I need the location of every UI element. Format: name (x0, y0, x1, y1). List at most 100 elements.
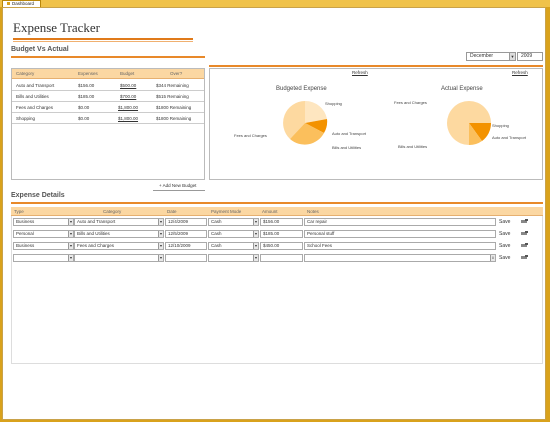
type-select[interactable]: Personal ▼ (13, 230, 74, 238)
type-select[interactable]: ▼ (13, 254, 74, 262)
save-button[interactable]: Save (499, 231, 511, 237)
row-category: Auto and Transport (16, 83, 55, 88)
chevron-down-icon[interactable]: ▼ (158, 255, 163, 261)
category-select[interactable]: ▼ (74, 254, 164, 262)
save-button[interactable]: Save (499, 243, 511, 249)
date-field[interactable]: 12/10/2009 (165, 242, 207, 250)
label-shopping: Shopping (325, 101, 342, 106)
type-value: Business (16, 219, 35, 224)
chevron-down-icon[interactable]: ▼ (509, 53, 515, 60)
chevron-down-icon[interactable]: ▼ (158, 219, 163, 225)
expense-section-rule (11, 202, 543, 204)
col-over: Over? (170, 71, 183, 76)
chevron-down-icon[interactable]: ▼ (68, 231, 73, 237)
row-over: $344 Remaining (156, 83, 189, 88)
row-category: Bills and Utilities (16, 94, 49, 99)
col-amount: Amount (262, 209, 278, 214)
row-expenses: $0.00 (78, 105, 90, 110)
chart-panel: Refresh Refresh Budgeted Expense Actual … (209, 68, 543, 180)
scroll-arrows-icon[interactable]: ⇕ (490, 255, 495, 261)
payment-mode-select[interactable]: Cash ▼ (208, 218, 259, 226)
budgeted-pie-chart (283, 100, 328, 145)
tab-bar: Dashboard (0, 0, 550, 7)
budget-section-title: Budget Vs Actual (11, 46, 69, 53)
pie-slice-bills (469, 123, 482, 146)
mode-value: Cash (211, 243, 222, 248)
budget-table-header: Category Expenses Budget Over? (12, 69, 204, 79)
row-budget-link[interactable]: $1,800.00 (118, 116, 139, 121)
col-type: Type (14, 209, 24, 214)
add-budget-divider (153, 190, 205, 191)
title-underline (13, 38, 193, 40)
notes-field[interactable]: ⇕ (304, 254, 496, 262)
pie-slice-fees (283, 101, 305, 139)
actual-pie-chart (447, 101, 492, 146)
category-value: Auto and Transport (77, 219, 116, 224)
type-select[interactable]: Business ▼ (13, 218, 74, 226)
table-row: Shopping $0.00 $1,800.00 $1800 Remaining (12, 114, 204, 124)
row-expenses: $156.00 (78, 83, 95, 88)
tab-label: Dashboard (12, 1, 35, 6)
payment-mode-select[interactable]: Cash ▼ (208, 230, 259, 238)
row-expenses: $185.00 (78, 94, 95, 99)
type-select[interactable]: Business ▼ (13, 242, 74, 250)
title-underline-thin (13, 41, 193, 42)
payment-mode-select[interactable]: Cash ▼ (208, 242, 259, 250)
chevron-down-icon[interactable]: ▼ (253, 255, 258, 261)
chevron-down-icon[interactable]: ▼ (253, 231, 258, 237)
save-button[interactable]: Save (499, 255, 511, 261)
amount-field[interactable]: $156.00 (260, 218, 303, 226)
budget-section-rule (11, 56, 205, 58)
chevron-down-icon[interactable]: ▼ (253, 219, 258, 225)
category-select[interactable]: Bills and Utilities ▼ (74, 230, 164, 238)
delete-icon[interactable] (521, 255, 528, 260)
amount-field[interactable] (260, 254, 303, 262)
year-field[interactable]: 2009 (517, 52, 543, 61)
budget-table: Category Expenses Budget Over? Auto and … (11, 68, 205, 180)
amount-field[interactable]: $450.00 (260, 242, 303, 250)
expense-table-header: Type Category Date Payment Mode Amount N… (11, 207, 543, 216)
date-field[interactable]: 12/4/2009 (165, 218, 207, 226)
add-budget-link[interactable]: + Add New Budget (159, 183, 197, 188)
notes-field[interactable]: Personal stuff (304, 230, 496, 238)
delete-icon[interactable] (521, 231, 528, 236)
mode-value: Cash (211, 231, 222, 236)
label-fees: Fees and Charges (394, 100, 427, 105)
payment-mode-select[interactable]: ▼ (208, 254, 259, 262)
save-button[interactable]: Save (499, 219, 511, 225)
delete-icon[interactable] (521, 243, 528, 248)
row-budget-link[interactable]: $700.00 (120, 94, 137, 99)
label-fees: Fees and Charges (234, 133, 267, 138)
date-field[interactable]: 12/5/2009 (165, 230, 207, 238)
refresh-actual-link[interactable]: Refresh (512, 70, 528, 75)
refresh-budgeted-link[interactable]: Refresh (352, 70, 368, 75)
row-budget-link[interactable]: $1,800.00 (118, 105, 139, 110)
expense-table: Business ▼ Auto and Transport ▼ 12/4/2009 … (11, 216, 543, 364)
table-row: Bills and Utilities $185.00 $700.00 $515… (12, 92, 204, 102)
pie-slice-auto (469, 123, 492, 141)
chevron-down-icon[interactable]: ▼ (158, 231, 163, 237)
notes-field[interactable]: Car repair (304, 218, 496, 226)
month-select[interactable]: December ▼ (466, 52, 516, 61)
chevron-down-icon[interactable]: ▼ (68, 243, 73, 249)
delete-icon[interactable] (521, 219, 528, 224)
category-select[interactable]: Auto and Transport ▼ (74, 218, 164, 226)
tab-dashboard[interactable]: Dashboard (2, 0, 42, 7)
row-category: Shopping (16, 116, 36, 121)
category-select[interactable]: Fees and Charges ▼ (74, 242, 164, 250)
chevron-down-icon[interactable]: ▼ (253, 243, 258, 249)
notes-field[interactable]: School Fees (304, 242, 496, 250)
chevron-down-icon[interactable]: ▼ (68, 219, 73, 225)
amount-field[interactable]: $185.00 (260, 230, 303, 238)
category-value: Fees and Charges (77, 243, 115, 248)
label-shopping: Shopping (492, 123, 509, 128)
chart-section-rule (209, 65, 543, 67)
pie-slice-shopping (305, 100, 327, 123)
chevron-down-icon[interactable]: ▼ (158, 243, 163, 249)
table-row: Fees and Charges $0.00 $1,800.00 $1800 R… (12, 103, 204, 113)
dashboard-form: Expense Tracker Budget Vs Actual Decembe… (2, 7, 546, 420)
row-budget-link[interactable]: $500.00 (120, 83, 137, 88)
date-field[interactable] (165, 254, 207, 262)
chevron-down-icon[interactable]: ▼ (68, 255, 73, 261)
budgeted-chart-title: Budgeted Expense (276, 86, 327, 92)
